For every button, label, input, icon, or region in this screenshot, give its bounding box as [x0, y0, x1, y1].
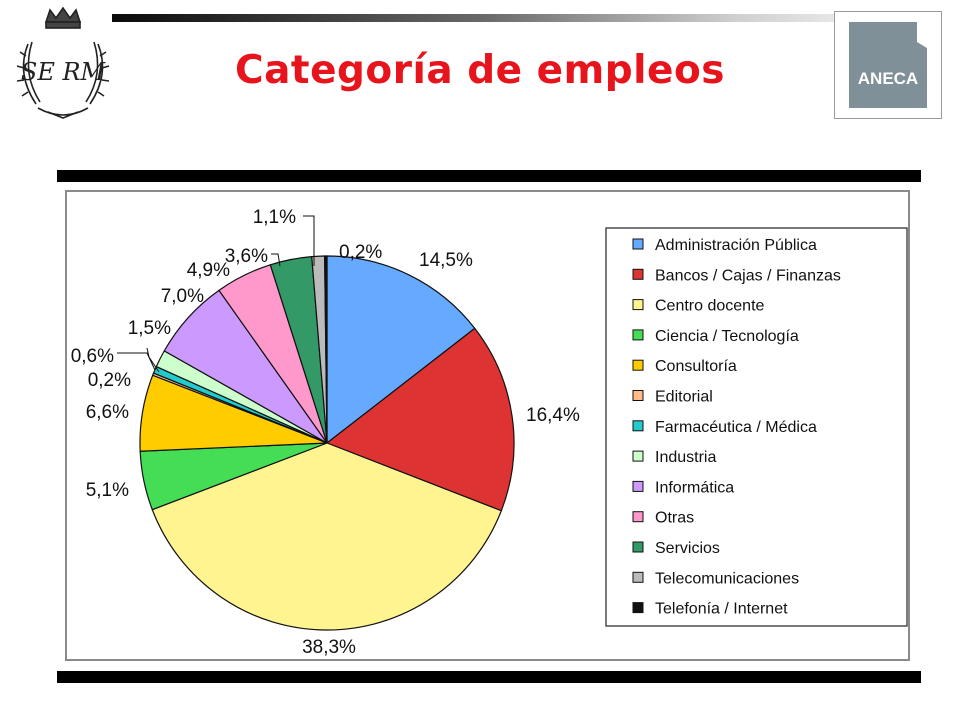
leader-line-farmaceutica-medica	[117, 352, 156, 371]
aneca-logo-text: ANECA	[858, 69, 918, 88]
crest-monogram: SE RM	[21, 58, 107, 86]
legend-label-informatica: Informática	[655, 479, 734, 496]
legend-swatch-consultoria	[632, 359, 644, 371]
legend-swatch-administracion-publica	[632, 238, 644, 250]
pie-slice-bancos-cajas-finanzas	[325, 327, 515, 512]
legend-label-editorial: Editorial	[655, 389, 713, 406]
value-label-ciencia-tecnologia: 5,1%	[86, 480, 129, 501]
legend-label-servicios: Servicios	[655, 540, 720, 557]
aneca-logo: ANECA	[834, 11, 942, 119]
leader-line-telecomunicaciones	[303, 215, 315, 266]
chart-frame: 14,5% 16,4% 38,3% 5,1% 6,6% 0,2% 0,6% 1,5% 7,0% 4…	[65, 190, 910, 661]
value-labels: 14,5% 16,4% 38,3% 5,1% 6,6% 0,2% 0,6% 1,5% 7,0% 4…	[71, 207, 580, 658]
leader-line-servicios	[271, 253, 281, 267]
pie-slice-centro-docente	[151, 442, 503, 631]
header-rule	[112, 14, 942, 22]
legend-label-administracion-publica: Administración Pública	[655, 237, 817, 254]
value-label-consultoria: 6,6%	[86, 402, 129, 423]
legend-swatch-servicios	[632, 541, 644, 553]
legend-box	[605, 227, 908, 627]
legend-swatch-otras	[632, 511, 644, 523]
value-label-centro-docente: 38,3%	[302, 637, 356, 658]
legend-label-consultoria: Consultoría	[655, 358, 737, 375]
bottom-divider-bar	[57, 671, 921, 683]
top-divider-bar	[57, 170, 921, 182]
legend-label-telefonia-internet: Telefonía / Internet	[655, 601, 788, 618]
value-label-telefonia-internet: 0,2%	[339, 242, 382, 263]
value-label-telecomunicaciones: 1,1%	[253, 207, 296, 228]
legend-swatch-bancos-cajas-finanzas	[632, 268, 644, 280]
value-label-bancos-cajas-finanzas: 16,4%	[526, 405, 580, 426]
page-title: Categoría de empleos	[234, 48, 726, 93]
legend-swatch-telefonia-internet	[632, 602, 644, 614]
legend-label-telecomunicaciones: Telecomunicaciones	[655, 570, 799, 587]
legend-swatch-informatica	[632, 480, 644, 492]
legend-label-centro-docente: Centro docente	[655, 298, 765, 315]
legend: Administración Pública Bancos / Cajas / F…	[632, 237, 841, 618]
legend-label-farmaceutica-medica: Farmacéutica / Médica	[655, 419, 817, 436]
legend-label-bancos-cajas-finanzas: Bancos / Cajas / Finanzas	[655, 267, 841, 284]
legend-swatch-industria	[632, 450, 644, 462]
legend-swatch-ciencia-tecnologia	[632, 329, 644, 341]
aneca-logo-graphic: ANECA	[849, 22, 927, 108]
pie-slice-administracion-publica	[326, 255, 476, 445]
pie-slice-telefonia-internet	[324, 255, 328, 444]
value-label-farmaceutica-medica: 0,6%	[71, 346, 114, 367]
legend-swatch-centro-docente	[632, 299, 644, 311]
legend-swatch-editorial	[632, 390, 644, 401]
value-label-editorial: 0,2%	[88, 370, 131, 391]
legend-label-ciencia-tecnologia: Ciencia / Tecnología	[655, 328, 799, 345]
leader-lines	[117, 215, 315, 373]
pie-slices	[139, 255, 515, 631]
legend-swatch-telecomunicaciones	[632, 571, 644, 583]
legend-swatch-farmaceutica-medica	[632, 420, 644, 432]
value-label-administracion-publica: 14,5%	[419, 250, 473, 271]
value-label-informatica: 7,0%	[161, 286, 204, 307]
pie-chart: 14,5% 16,4% 38,3% 5,1% 6,6% 0,2% 0,6% 1,5% 7,0% 4…	[71, 207, 908, 658]
value-label-otras: 4,9%	[187, 260, 230, 281]
leader-line-industria	[146, 347, 160, 373]
academy-crest-logo: SE RM	[16, 6, 110, 119]
legend-label-otras: Otras	[655, 510, 694, 527]
legend-label-industria: Industria	[655, 449, 716, 466]
value-label-servicios: 3,6%	[225, 246, 268, 267]
value-label-industria: 1,5%	[128, 318, 171, 339]
